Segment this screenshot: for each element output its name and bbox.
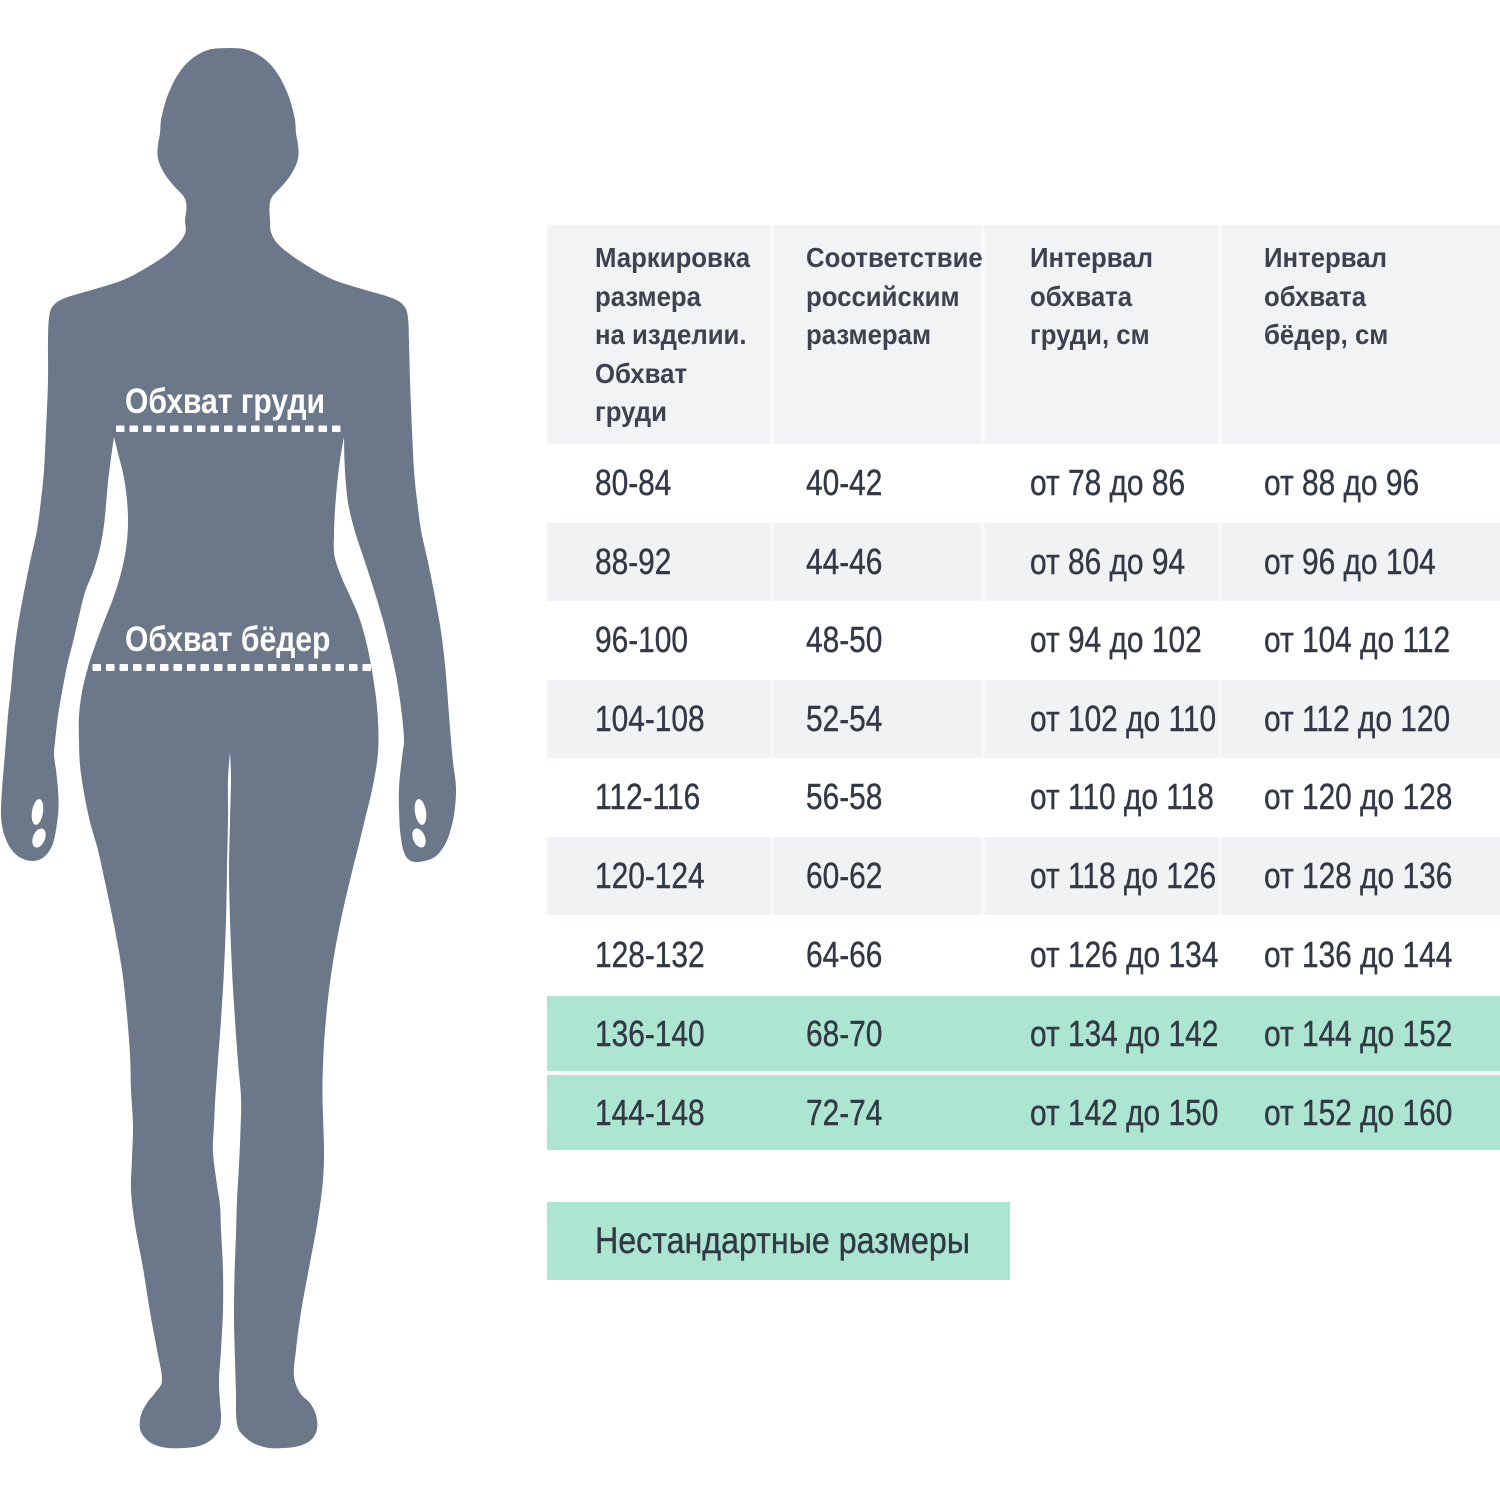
svg-text:Обхват бёдер: Обхват бёдер <box>125 619 330 659</box>
svg-text:Обхват груди: Обхват груди <box>125 381 325 421</box>
